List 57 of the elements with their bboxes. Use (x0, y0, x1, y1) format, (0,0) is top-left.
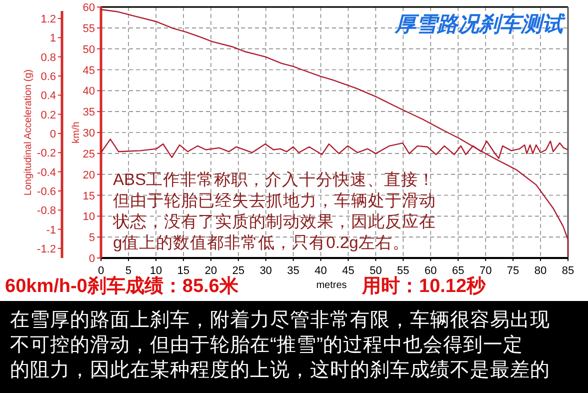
x-tick-label: 65 (452, 265, 464, 277)
y2-tick-label: 0.2 (40, 109, 56, 122)
y2-tick-label: 0.6 (40, 70, 56, 83)
x-tick-label: 15 (177, 265, 190, 277)
x-tick-label: 60 (424, 265, 437, 277)
x-tick-label: 10 (150, 265, 162, 277)
chart-title: 厚雪路况刹车测试 (394, 12, 566, 36)
y2-tick-label: 1 (50, 32, 56, 45)
y-tick-label: 5 (88, 232, 95, 244)
y2-tick-label: -1.2 (37, 243, 56, 256)
y2-tick-label: -0.2 (37, 148, 56, 160)
y2-tick-label: -0.6 (37, 186, 56, 198)
text: 不可控的滑动，但由于轮胎在“推雪”的过程中也会得到一定 (10, 334, 523, 356)
y2-axis-title: Longitudinal Acceleration (g) (23, 69, 34, 196)
y2-tick-label: -1 (46, 224, 56, 236)
x-tick-label: 0 (98, 265, 104, 277)
annotation: ABS工作非常称职，介入十分快速、直接！ (113, 170, 436, 189)
y2-tick-label: -0.4 (37, 166, 56, 179)
y-tick-label: 55 (82, 22, 95, 35)
x-tick-label: 50 (370, 265, 382, 277)
y-tick-label: 50 (82, 44, 95, 56)
x-tick-label: 80 (534, 265, 547, 277)
annotation: g值上的数值都非常低，只有0.2g左右。 (113, 234, 410, 252)
text: 的阻力，因此在某种程度的上说，这时的刹车成绩不是最差的 (10, 359, 550, 381)
x-axis-title: metres (316, 280, 347, 291)
y-tick-label: 0 (88, 253, 95, 265)
annotation: 但由于轮胎已经失去抓地力，车辆处于滑动 (113, 191, 436, 210)
x-tick-label: 5 (125, 265, 132, 277)
text: 60km/h-0刹车成绩：85.6米 (5, 275, 240, 297)
x-tick-label: 40 (314, 265, 327, 277)
text: 用时：10.12秒 (361, 275, 487, 297)
x-tick-label: 45 (342, 265, 354, 277)
y-tick-label: 20 (82, 169, 95, 182)
y-axis-title: km/h (71, 122, 82, 144)
y-tick-label: 15 (82, 190, 95, 202)
x-tick-label: 30 (260, 265, 272, 277)
y-tick-label: 35 (82, 106, 95, 119)
y2-tick-label: 0.8 (40, 52, 56, 64)
y-tick-label: 60 (82, 2, 95, 14)
y-tick-label: 10 (82, 211, 95, 224)
x-tick-label: 35 (287, 265, 300, 277)
x-tick-label: 25 (232, 265, 244, 277)
y2-tick-label: 0.4 (40, 90, 56, 102)
annotation: 状态，没有了实质的制动效果，因此反应在 (112, 212, 436, 231)
y2-tick-label: -0.8 (37, 205, 56, 218)
x-tick-label: 85 (562, 265, 574, 277)
y2-tick-label: 0 (50, 128, 56, 140)
y-tick-label: 40 (82, 86, 95, 98)
x-tick-label: 20 (204, 265, 218, 277)
y-tick-label: 25 (82, 148, 95, 160)
y-tick-label: 30 (82, 128, 95, 140)
x-tick-label: 55 (397, 265, 410, 277)
x-tick-label: 75 (506, 265, 520, 277)
y-tick-label: 45 (82, 64, 95, 77)
text: 在雪厚的路面上刹车，附着力尽管非常有限，车辆很容易出现 (10, 308, 550, 331)
x-tick-label: 70 (479, 265, 492, 277)
y2-tick-label: 1.2 (40, 13, 56, 26)
